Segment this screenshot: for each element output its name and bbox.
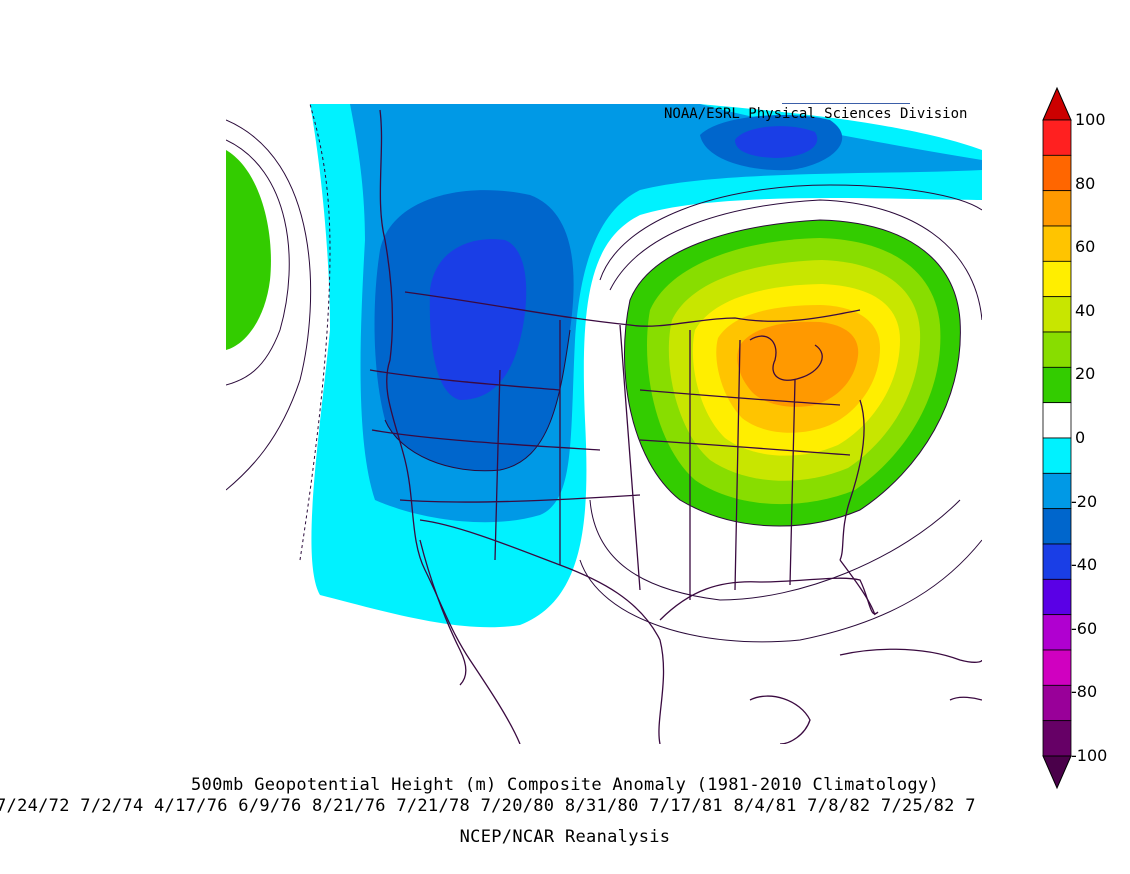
colorbar-tick-label: 40 xyxy=(1075,300,1096,320)
hispaniola xyxy=(949,696,982,701)
colorbar-swatch xyxy=(1042,225,1072,262)
colorbar-swatch xyxy=(1042,402,1072,439)
colorbar-swatch xyxy=(1042,614,1072,651)
colorbar-tick-label: -20 xyxy=(1071,491,1098,511)
colorbar-tick-label: 100 xyxy=(1075,110,1106,129)
colorbar-swatch xyxy=(1042,649,1072,686)
canada-us-border xyxy=(404,291,861,327)
colorbar-bottom-arrow xyxy=(1042,755,1072,790)
gulf-coast xyxy=(659,577,879,621)
colorbar-tick-label: 0 xyxy=(1075,428,1086,447)
colorbar-tick-label: 20 xyxy=(1075,364,1096,384)
trough-core xyxy=(429,239,527,400)
colorbar-swatch xyxy=(1042,578,1072,616)
west-positive-anomaly xyxy=(226,150,271,350)
data-source: NCEP/NCAR Reanalysis xyxy=(459,827,671,847)
us-mexico-border xyxy=(419,519,665,744)
chart-title: 500mb Geopotential Height (m) Composite … xyxy=(191,775,939,795)
colorbar-swatch xyxy=(1042,260,1072,298)
cuba xyxy=(839,648,982,663)
colorbar-swatch xyxy=(1042,366,1072,404)
colorbar-swatch xyxy=(1042,119,1072,156)
colorbar-swatch xyxy=(1042,508,1072,545)
colorbar-tick-label: -60 xyxy=(1071,618,1098,638)
colorbar xyxy=(1042,86,1072,790)
colorbar-swatch xyxy=(1042,296,1072,333)
colorbar-tick-label: -100 xyxy=(1071,746,1108,765)
baja xyxy=(419,539,467,686)
colorbar-tick-label: 80 xyxy=(1075,173,1096,193)
colorbar-swatch xyxy=(1042,684,1072,722)
composite-dates: 7/24/72 7/2/74 4/17/76 6/9/76 8/21/76 7/… xyxy=(0,796,976,816)
credit-text: NOAA/ESRL Physical Sciences Division xyxy=(664,106,968,122)
colorbar-tick-label: 60 xyxy=(1075,237,1096,257)
colorbar-swatch xyxy=(1042,720,1072,757)
colorbar-swatch xyxy=(1042,331,1072,368)
colorbar-swatch xyxy=(1042,543,1072,580)
credit-underline xyxy=(782,103,910,104)
colorbar-tick-label: -40 xyxy=(1071,555,1098,575)
colorbar-tick-label: -80 xyxy=(1071,682,1098,702)
ridge-core xyxy=(737,321,859,407)
west-coast xyxy=(379,109,521,744)
great-lakes xyxy=(749,335,823,381)
yucatan xyxy=(749,695,811,744)
colorbar-swatch xyxy=(1042,190,1072,227)
east-coast xyxy=(839,399,865,561)
colorbar-top-arrow xyxy=(1042,86,1072,121)
florida xyxy=(839,559,876,616)
colorbar-swatch xyxy=(1042,437,1072,474)
colorbar-swatch xyxy=(1042,472,1072,510)
colorbar-swatch xyxy=(1042,154,1072,192)
